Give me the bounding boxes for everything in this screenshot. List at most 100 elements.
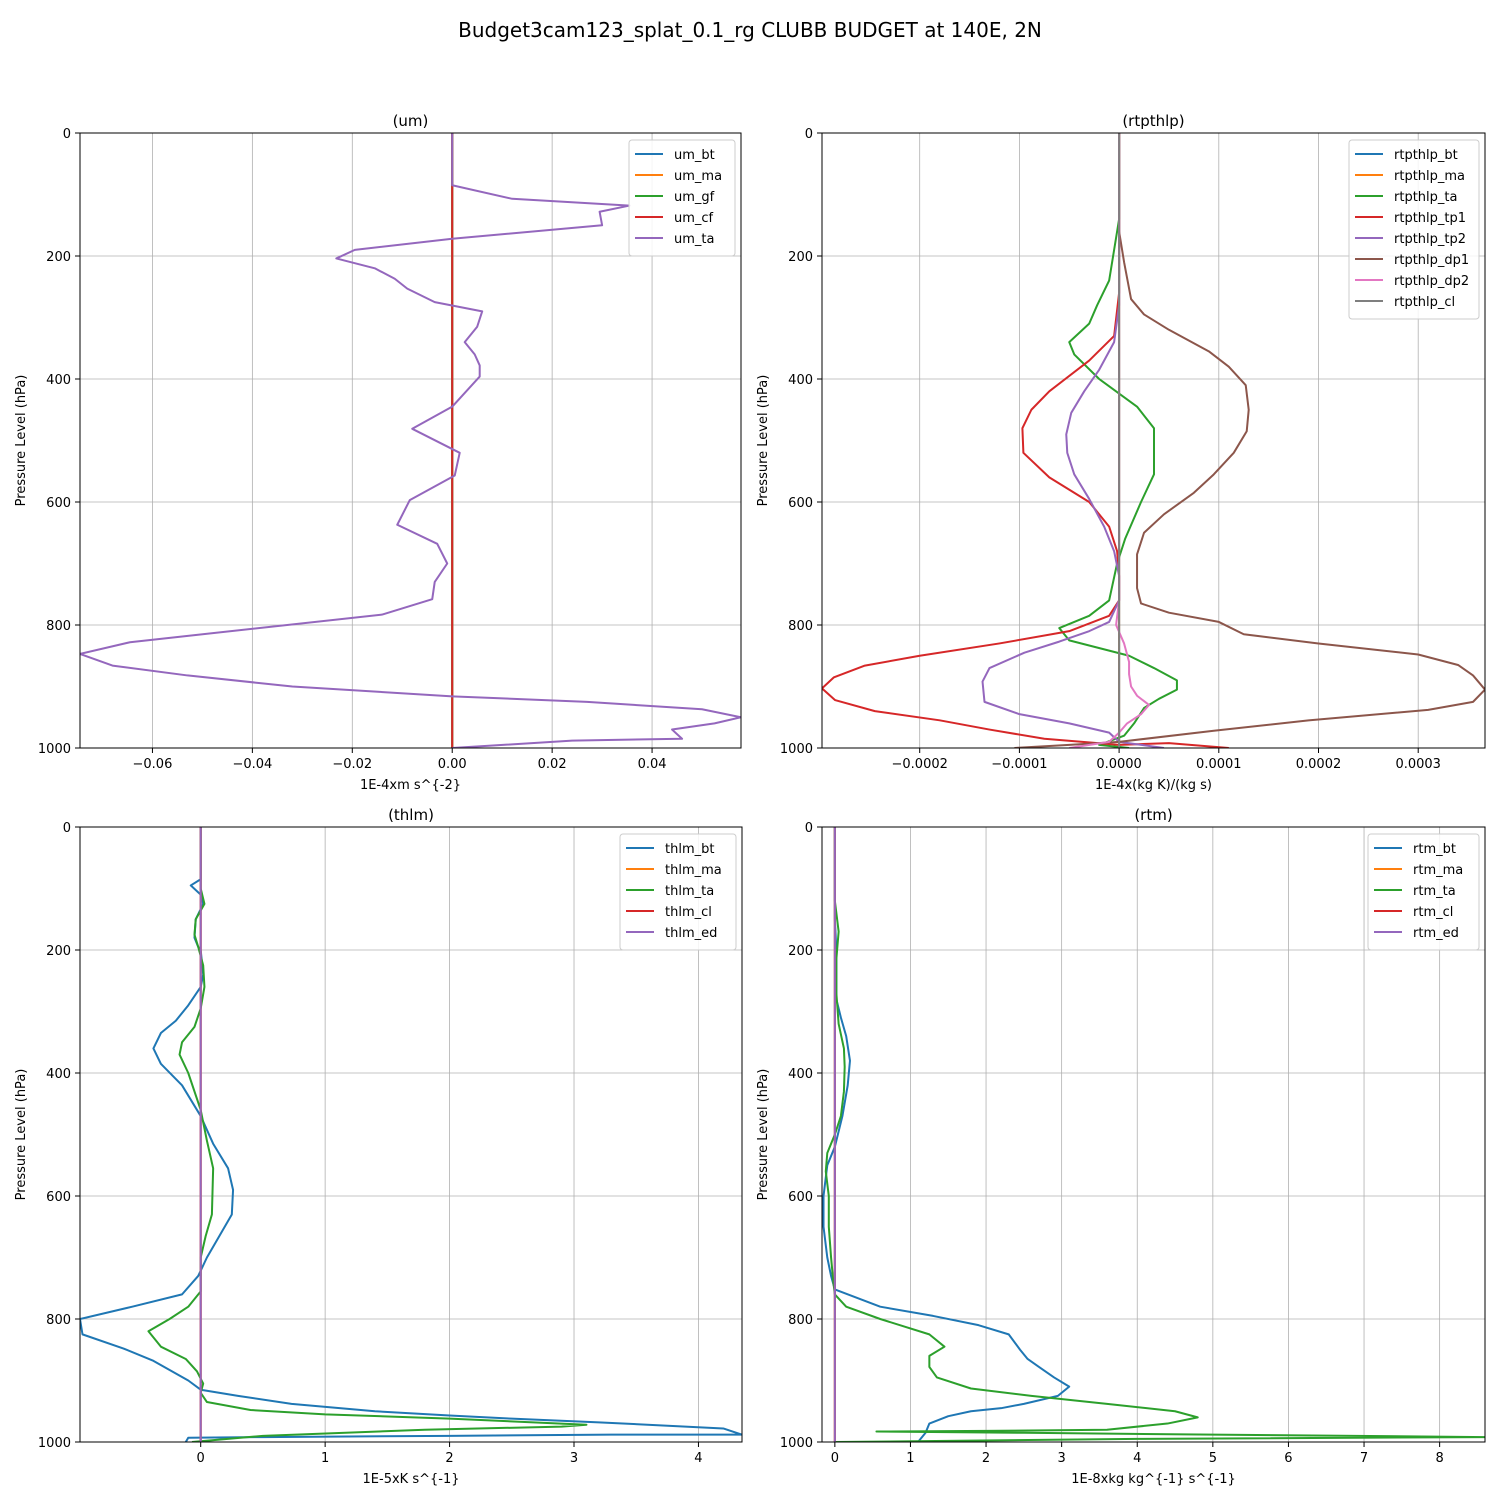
series-line-rtpthlp_ta xyxy=(1058,133,1178,748)
x-tick-label: 0 xyxy=(197,1451,205,1466)
x-tick-label: 2 xyxy=(982,1451,990,1466)
x-axis-label: 1E-8xkg kg^{-1} s^{-1} xyxy=(1071,1472,1236,1487)
x-tick-label: 6 xyxy=(1284,1451,1292,1466)
y-tick-label: 200 xyxy=(46,944,71,959)
y-tick-label: 400 xyxy=(788,1067,813,1082)
y-tick-label: 600 xyxy=(46,1190,71,1205)
x-tick-label: 4 xyxy=(694,1451,702,1466)
x-tick-label: −0.0001 xyxy=(991,757,1047,772)
legend-label: rtm_ed xyxy=(1413,926,1459,941)
legend-label: thlm_bt xyxy=(665,842,714,857)
legend-label: rtpthlp_bt xyxy=(1394,148,1458,163)
y-tick-label: 0 xyxy=(805,127,813,142)
subplot-4: 0 1 2 3 4 5 6 7 8 0 200 400 600 800 1000 (rtm) 1E-8xkg k… xyxy=(756,806,1486,1487)
series-line-rtpthlp_dp1 xyxy=(1014,133,1485,748)
subplot-title: (rtpthlp) xyxy=(1122,112,1184,130)
series-group xyxy=(80,827,742,1442)
subplot-2: −0.0002 −0.0001 0.0000 0.0001 0.0002 0.0003 0 2… xyxy=(756,112,1486,793)
legend-label: rtpthlp_dp2 xyxy=(1394,274,1469,289)
y-tick-label: 800 xyxy=(788,619,813,634)
y-tick-label: 400 xyxy=(46,373,71,388)
plot-frame xyxy=(821,132,1486,749)
subplot-3: 0 1 2 3 4 0 200 400 600 800 1000 (thlm) 1E-5xK s^{-1… xyxy=(14,806,743,1487)
subplots-grid: −0.06 −0.04 −0.02 0.00 0.02 0.040200400600800… xyxy=(14,112,1486,1487)
y-tick-label: 1000 xyxy=(38,742,71,757)
legend-label: um_gf xyxy=(674,190,715,205)
y-tick-label: 800 xyxy=(46,619,71,634)
legend-label: um_bt xyxy=(674,148,715,163)
y-tick-label: 600 xyxy=(788,496,813,511)
y-tick-label: 800 xyxy=(46,1313,71,1328)
legend-label: um_ta xyxy=(674,232,714,247)
subplot-title: (thlm) xyxy=(388,806,434,824)
series-line-rtpthlp_tp1 xyxy=(822,133,1229,748)
legend-label: rtm_ma xyxy=(1413,863,1463,878)
y-axis-label: Pressure Level (hPa) xyxy=(756,375,771,507)
y-axis-label: Pressure Level (hPa) xyxy=(756,1069,771,1201)
y-tick-label: 800 xyxy=(788,1313,813,1328)
x-tick-label: 0.02 xyxy=(538,757,567,772)
y-axis-label: Pressure Level (hPa) xyxy=(14,1069,29,1201)
y-tick-label: 0 xyxy=(805,821,813,836)
legend: thlm_bt thlm_ma thlm_ta thlm_cl thlm_ed xyxy=(619,833,737,951)
legend-label: um_cf xyxy=(674,211,714,226)
series-group xyxy=(822,133,1485,748)
x-tick-label: −0.06 xyxy=(133,757,173,772)
y-tick-label: 1000 xyxy=(38,1436,71,1451)
legend-label: thlm_ed xyxy=(665,926,717,941)
series-group xyxy=(80,133,741,748)
y-tick-label: 1000 xyxy=(780,1436,813,1451)
series-line-rtm_bt xyxy=(822,827,1071,1442)
legend-box xyxy=(619,833,737,951)
legend-label: rtm_ta xyxy=(1413,884,1456,899)
series-group xyxy=(822,827,1485,1442)
x-tick-label: 3 xyxy=(1058,1451,1066,1466)
legend-label: rtpthlp_ta xyxy=(1394,190,1457,205)
legend-label: rtpthlp_ma xyxy=(1394,169,1465,184)
x-tick-label: 0.0001 xyxy=(1196,757,1242,772)
x-tick-label: 0.0002 xyxy=(1296,757,1342,772)
x-tick-label: 3 xyxy=(570,1451,578,1466)
x-axis-label: 1E-5xK s^{-1} xyxy=(363,1472,460,1487)
y-tick-label: 0 xyxy=(63,821,71,836)
subplot-1: −0.06 −0.04 −0.02 0.00 0.02 0.04 0 200 400 600 800… xyxy=(14,112,742,793)
x-tick-label: 0.0003 xyxy=(1395,757,1441,772)
y-tick-label: 200 xyxy=(788,944,813,959)
x-tick-label: 0.0000 xyxy=(1096,757,1142,772)
legend-label: rtm_cl xyxy=(1413,905,1453,920)
legend-label: thlm_ta xyxy=(665,884,714,899)
legend-box xyxy=(628,139,736,257)
legend-label: rtpthlp_cl xyxy=(1394,295,1455,310)
legend-label: rtpthlp_tp2 xyxy=(1394,232,1466,247)
legend: rtm_bt rtm_ma rtm_ta rtm_cl rtm_ed xyxy=(1367,833,1480,951)
plot-frame xyxy=(79,826,743,1443)
x-tick-label: 0.00 xyxy=(438,757,467,772)
series-line-rtpthlp_dp2 xyxy=(1069,133,1151,748)
legend-label: rtm_bt xyxy=(1413,842,1456,857)
y-tick-label: 400 xyxy=(788,373,813,388)
figure-title: Budget3cam123_splat_0.1_rg CLUBB BUDGET … xyxy=(458,18,1042,42)
legend: um_bt um_ma um_gf um_cf um_ta xyxy=(628,139,736,257)
legend-label: thlm_cl xyxy=(665,905,712,920)
x-tick-label: 4 xyxy=(1133,1451,1141,1466)
legend-label: um_ma xyxy=(674,169,722,184)
y-tick-label: 600 xyxy=(46,496,71,511)
subplot-title: (rtm) xyxy=(1134,806,1172,824)
y-tick-label: 200 xyxy=(46,250,71,265)
legend-box xyxy=(1348,139,1480,320)
legend-label: thlm_ma xyxy=(665,863,722,878)
series-line-rtm_ta xyxy=(824,827,1485,1442)
x-tick-label: 1 xyxy=(906,1451,914,1466)
legend: rtpthlp_bt rtpthlp_ma rtpthlp_ta rtpthlp_tp… xyxy=(1348,139,1480,320)
y-tick-label: 400 xyxy=(46,1067,71,1082)
series-line-um_ta xyxy=(80,133,741,748)
x-tick-label: −0.04 xyxy=(232,757,272,772)
y-axis-label: Pressure Level (hPa) xyxy=(14,375,29,507)
x-axis-label: 1E-4x(kg K)/(kg s) xyxy=(1095,778,1212,793)
legend-box xyxy=(1367,833,1480,951)
y-tick-label: 1000 xyxy=(780,742,813,757)
series-line-thlm_ta xyxy=(147,827,588,1442)
y-tick-label: 200 xyxy=(788,250,813,265)
x-tick-label: 0 xyxy=(831,1451,839,1466)
y-tick-label: 0 xyxy=(63,127,71,142)
